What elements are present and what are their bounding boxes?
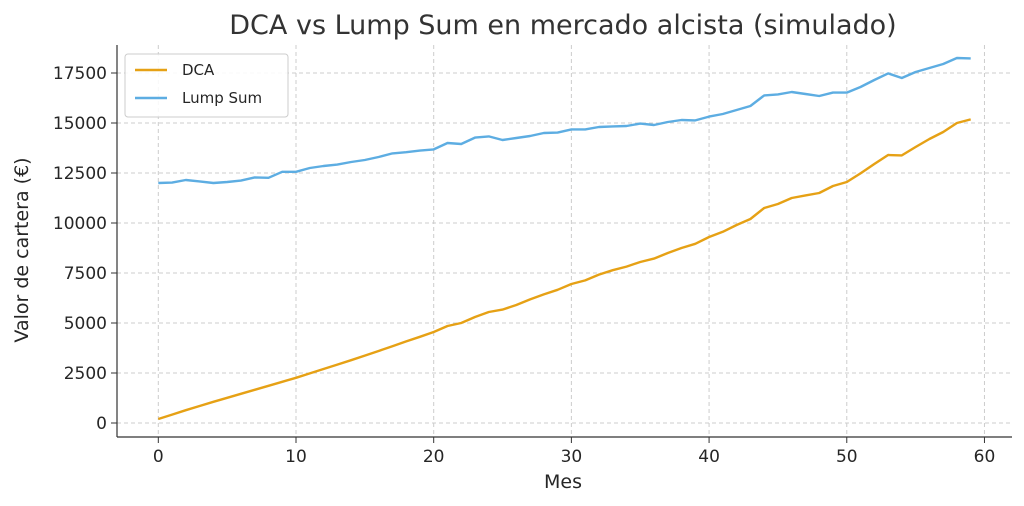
y-tick-label: 0 [96, 414, 107, 434]
axes [111, 45, 1012, 443]
y-tick-label: 17500 [53, 64, 107, 84]
legend: DCA Lump Sum [124, 53, 289, 118]
x-axis-label: Mes [544, 471, 582, 493]
legend-label-dca: DCA [182, 61, 215, 79]
y-tick-label: 12500 [53, 164, 107, 184]
y-tick-label: 2500 [64, 364, 107, 384]
series-lines [157, 56, 972, 421]
legend-label-lump-sum: Lump Sum [182, 89, 262, 107]
x-tick-label: 50 [836, 447, 858, 467]
series-line-lump-sum [158, 56, 971, 185]
series-line-dca [157, 118, 972, 421]
y-tick-label: 10000 [53, 214, 107, 234]
x-tick-label: 0 [153, 447, 164, 467]
y-tick-label: 5000 [64, 314, 107, 334]
y-axis-label: Valor de cartera (€) [11, 157, 33, 342]
x-tick-label: 20 [423, 447, 445, 467]
x-tick-label: 40 [698, 447, 720, 467]
x-tick-label: 60 [974, 447, 996, 467]
y-tick-label: 15000 [53, 114, 107, 134]
chart-title: DCA vs Lump Sum en mercado alcista (simu… [229, 10, 896, 41]
tick-labels: 0 10 20 30 40 50 60 0 2500 5000 7500 10000 12500 1500… [53, 64, 995, 467]
x-tick-label: 30 [561, 447, 583, 467]
y-tick-label: 7500 [64, 264, 107, 284]
x-tick-label: 10 [285, 447, 307, 467]
